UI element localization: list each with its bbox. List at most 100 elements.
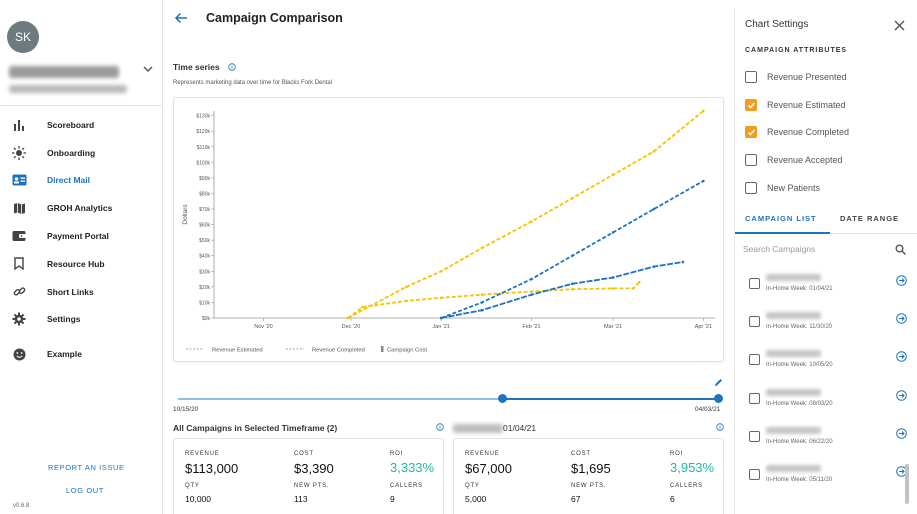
back-arrow-icon[interactable]	[174, 11, 188, 25]
series-line-0	[347, 110, 704, 319]
x-tick-label: Feb '21	[522, 324, 540, 330]
legend-label: Revenue Completed	[312, 348, 365, 354]
sidebar-item-label: Scoreboard	[47, 119, 95, 130]
attribute-revenue-presented[interactable]: Revenue Presented	[745, 70, 847, 84]
callers-label: CALLERS	[670, 483, 703, 489]
all-campaigns-title: All Campaigns in Selected Timeframe (2)	[173, 423, 338, 433]
series-point	[439, 296, 443, 300]
series-point	[702, 109, 705, 113]
campaign-list-item[interactable]: In-Home Week: 01/04/21	[749, 274, 914, 296]
date-range-slider-start-handle[interactable]	[498, 394, 508, 403]
close-icon[interactable]	[894, 20, 905, 31]
checkbox[interactable]	[749, 393, 760, 404]
search-campaigns-input[interactable]: Search Campaigns	[743, 244, 816, 254]
campaign-list-item[interactable]: In-Home Week: 06/22/20	[749, 427, 914, 449]
campaign-attributes-header: CAMPAIGN ATTRIBUTES	[745, 47, 848, 54]
attribute-revenue-accepted[interactable]: Revenue Accepted	[745, 153, 843, 167]
sidebar-item-short-links[interactable]: Short Links	[0, 278, 163, 306]
sidebar-item-settings[interactable]: Settings	[0, 306, 163, 334]
y-tick-label: $0k	[202, 316, 211, 322]
logout-link[interactable]: LOG OUT	[66, 486, 104, 495]
active-tab-indicator	[735, 232, 830, 234]
account-email-redacted	[9, 85, 127, 93]
callers-value: 6	[670, 494, 675, 504]
series-point	[480, 293, 484, 296]
campaign-list-item[interactable]: In-Home Week: 05/11/20	[749, 465, 914, 487]
scrollbar[interactable]	[905, 464, 909, 504]
cost-label: COST	[571, 451, 591, 457]
campaign-name-redacted	[766, 350, 821, 357]
sidebar-item-label: Resource Hub	[47, 258, 105, 269]
checkbox[interactable]	[749, 354, 760, 365]
sidebar-item-scoreboard[interactable]: Scoreboard	[0, 111, 163, 139]
info-icon[interactable]	[436, 423, 444, 431]
campaign-name-redacted	[766, 274, 821, 281]
new-patients-value: 113	[294, 494, 308, 504]
checkbox[interactable]	[745, 71, 757, 83]
sidebar-item-onboarding[interactable]: Onboarding	[0, 139, 163, 167]
revenue-value: $67,000	[465, 461, 512, 476]
revenue-label: REVENUE	[185, 451, 220, 457]
y-tick-label: $50k	[199, 238, 210, 244]
attribute-label: Revenue Estimated	[767, 100, 846, 110]
checkbox[interactable]	[749, 431, 760, 442]
search-icon[interactable]	[895, 244, 906, 255]
info-icon[interactable]	[228, 63, 236, 71]
sidebar-item-groh-analytics[interactable]: GROH Analytics	[0, 194, 163, 222]
sidebar-item-direct-mail[interactable]: Direct Mail	[0, 167, 163, 195]
attribute-label: Revenue Completed	[767, 127, 850, 137]
sidebar: SK Scoreboard Onboarding Direct Mail GRO…	[0, 0, 163, 514]
date-range-slider-end-handle[interactable]	[714, 394, 723, 403]
campaign-list-item[interactable]: In-Home Week: 10/05/20	[749, 350, 914, 372]
sidebar-item-label: Onboarding	[47, 147, 96, 158]
info-icon[interactable]	[716, 423, 724, 431]
x-tick-label: Jan '21	[432, 324, 450, 330]
tab-campaign-list[interactable]: CAMPAIGN LIST	[745, 214, 817, 223]
arrow-right-circle-icon[interactable]	[896, 313, 907, 324]
checkbox[interactable]	[749, 278, 760, 289]
series-point	[570, 282, 574, 286]
version-label: v0.6.8	[13, 503, 30, 509]
series-point	[681, 260, 685, 264]
campaign-inhome-week: In-Home Week: 11/30/20	[766, 324, 833, 330]
report-issue-link[interactable]: REPORT AN ISSUE	[48, 463, 125, 472]
sidebar-item-resource-hub[interactable]: Resource Hub	[0, 250, 163, 278]
tab-date-range[interactable]: DATE RANGE	[840, 214, 900, 223]
bar-chart-icon	[11, 117, 27, 133]
campaign-list-item[interactable]: In-Home Week: 08/03/20	[749, 389, 914, 411]
checkbox[interactable]	[749, 316, 760, 327]
slider-start-date: 10/15/20	[173, 406, 199, 413]
attribute-revenue-estimated[interactable]: Revenue Estimated	[745, 98, 846, 112]
series-point	[611, 276, 615, 279]
account-name-redacted	[9, 66, 119, 78]
new-patients-label: NEW PTS.	[571, 483, 607, 489]
campaign-list-item[interactable]: In-Home Week: 11/30/20	[749, 312, 914, 334]
sidebar-item-example[interactable]: Example	[0, 340, 163, 368]
arrow-right-circle-icon[interactable]	[896, 275, 907, 286]
arrow-right-circle-icon[interactable]	[896, 428, 907, 439]
y-tick-label: $80k	[199, 191, 210, 197]
checkbox-checked[interactable]	[745, 99, 757, 111]
y-axis-label: Dollars	[182, 204, 189, 225]
chevron-down-icon[interactable]	[142, 63, 154, 75]
attribute-label: New Patients	[767, 183, 821, 193]
pencil-icon[interactable]	[714, 378, 723, 387]
sidebar-item-payment-portal[interactable]: Payment Portal	[0, 222, 163, 250]
avatar[interactable]: SK	[7, 21, 39, 53]
arrow-right-circle-icon[interactable]	[896, 351, 907, 362]
attribute-revenue-completed[interactable]: Revenue Completed	[745, 125, 849, 139]
y-tick-label: $110k	[197, 145, 211, 151]
link-icon	[11, 284, 27, 300]
attribute-new-patients[interactable]: New Patients	[745, 181, 820, 195]
checkbox[interactable]	[749, 469, 760, 480]
checkbox-checked[interactable]	[745, 126, 757, 138]
series-point	[480, 301, 484, 304]
map-icon	[11, 200, 27, 216]
callers-value: 9	[390, 494, 395, 504]
checkbox[interactable]	[745, 182, 757, 194]
smiley-icon	[11, 346, 27, 362]
checkbox[interactable]	[745, 154, 757, 166]
campaign-name-redacted	[766, 389, 821, 396]
campaign-name-redacted	[766, 427, 821, 434]
arrow-right-circle-icon[interactable]	[896, 390, 907, 401]
